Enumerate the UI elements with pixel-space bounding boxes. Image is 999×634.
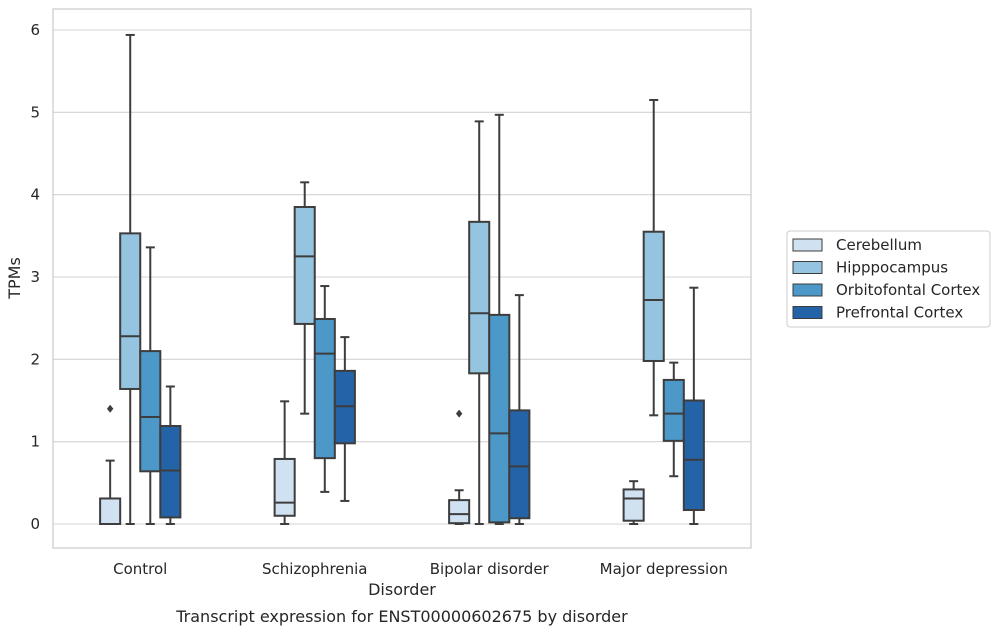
outlier-point: [106, 404, 114, 413]
iqr-box: [662, 378, 685, 442]
iqr-box: [488, 313, 511, 524]
x-tick-label: Bipolar disorder: [430, 560, 550, 578]
y-tick-label: 0: [30, 515, 40, 533]
y-tick-label: 6: [30, 21, 40, 39]
legend-swatch: [792, 306, 823, 319]
iqr-box: [642, 230, 665, 362]
y-axis-label: TPMs: [5, 257, 24, 300]
box-prefrontal-cortex-bipolar-disorder: [508, 294, 531, 525]
box-cerebellum-schizophrenia: [273, 400, 296, 525]
box-cerebellum-bipolar-disorder: [448, 409, 471, 525]
iqr-box: [273, 457, 296, 517]
iqr-box: [139, 350, 162, 473]
legend-label: Hipppocampus: [836, 259, 948, 277]
y-tick-label: 5: [30, 103, 40, 121]
chart-caption: Transcript expression for ENST0000060267…: [175, 607, 628, 626]
legend-swatch: [792, 238, 823, 252]
iqr-box: [622, 488, 645, 522]
y-tick-label: 4: [30, 186, 40, 204]
legend-label: Orbitofontal Cortex: [836, 281, 980, 299]
iqr-box: [119, 232, 142, 390]
outlier-point: [455, 409, 463, 418]
box-groups: [99, 33, 705, 525]
y-tick-label: 3: [30, 268, 40, 286]
iqr-box: [99, 497, 122, 525]
box-orbitofontal-cortex-schizophrenia: [313, 285, 336, 493]
iqr-box: [159, 425, 182, 519]
x-tick-labels: Control Schizophrenia Bipolar disorder Majo…: [113, 560, 728, 578]
legend: Cerebellum Hipppocampus Orbitofontal Corte…: [786, 230, 991, 328]
legend-swatch: [792, 261, 823, 274]
box-cerebellum-control: [99, 404, 122, 525]
iqr-box: [468, 220, 491, 375]
iqr-box: [448, 499, 471, 525]
x-axis-label: Disorder: [368, 580, 436, 599]
box-cerebellum-major-depression: [622, 480, 645, 525]
plot-area-border: [52, 8, 752, 549]
box-hipppocampus-schizophrenia: [293, 181, 316, 415]
box-prefrontal-cortex-schizophrenia: [333, 336, 356, 502]
y-tick-label: 2: [30, 350, 40, 368]
x-tick-label: Schizophrenia: [262, 560, 367, 578]
box-orbitofontal-cortex-control: [139, 246, 162, 525]
box-orbitofontal-cortex-major-depression: [662, 361, 685, 478]
y-tick-label: 1: [30, 433, 40, 451]
box-hipppocampus-bipolar-disorder: [468, 120, 491, 525]
legend-frame: [786, 230, 991, 328]
iqr-box: [508, 409, 531, 520]
y-tick-labels: 0 1 2 3 4 5 6: [30, 21, 40, 533]
box-prefrontal-cortex-control: [159, 385, 182, 525]
legend-swatch: [792, 283, 823, 297]
x-tick-label: Control: [113, 560, 167, 578]
box-hipppocampus-control: [119, 33, 142, 525]
box-orbitofontal-cortex-bipolar-disorder: [488, 113, 511, 525]
legend-label: Prefrontal Cortex: [836, 304, 963, 322]
iqr-box: [313, 317, 336, 460]
iqr-box: [293, 206, 316, 325]
box-prefrontal-cortex-major-depression: [682, 286, 705, 525]
x-tick-label: Major depression: [600, 560, 728, 578]
legend-label: Cerebellum: [836, 236, 922, 254]
iqr-box: [682, 399, 705, 512]
box-hipppocampus-major-depression: [642, 98, 665, 417]
